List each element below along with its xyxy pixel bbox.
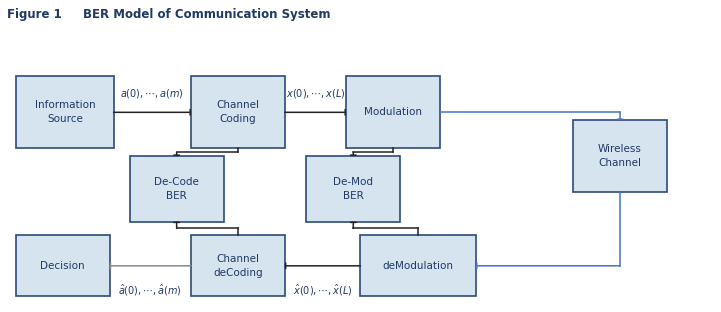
Text: $x(0),\cdots,x(L)$: $x(0),\cdots,x(L)$	[286, 87, 345, 100]
Text: Channel
Coding: Channel Coding	[216, 100, 260, 124]
Text: Figure 1: Figure 1	[7, 8, 62, 21]
FancyBboxPatch shape	[16, 76, 114, 148]
Text: De-Mod
BER: De-Mod BER	[333, 177, 373, 201]
Text: Information
Source: Information Source	[35, 100, 95, 124]
FancyBboxPatch shape	[16, 235, 110, 296]
Text: De-Code
BER: De-Code BER	[154, 177, 199, 201]
Text: BER Model of Communication System: BER Model of Communication System	[83, 8, 330, 21]
Text: $a(0),\cdots,a(m)$: $a(0),\cdots,a(m)$	[120, 87, 184, 100]
FancyBboxPatch shape	[360, 235, 476, 296]
FancyBboxPatch shape	[191, 76, 285, 148]
Text: Wireless
Channel: Wireless Channel	[598, 144, 642, 168]
FancyBboxPatch shape	[306, 156, 400, 222]
FancyBboxPatch shape	[130, 156, 224, 222]
FancyBboxPatch shape	[346, 76, 440, 148]
Text: $\hat{x}(0),\cdots,\hat{x}(L)$: $\hat{x}(0),\cdots,\hat{x}(L)$	[293, 283, 353, 298]
FancyBboxPatch shape	[191, 235, 285, 296]
Text: $\hat{a}(0),\cdots,\hat{a}(m)$: $\hat{a}(0),\cdots,\hat{a}(m)$	[118, 283, 182, 298]
Text: Decision: Decision	[40, 261, 85, 271]
FancyBboxPatch shape	[573, 120, 667, 192]
Text: deModulation: deModulation	[383, 261, 454, 271]
Text: Channel
deCoding: Channel deCoding	[213, 254, 262, 278]
Text: Modulation: Modulation	[364, 107, 422, 117]
